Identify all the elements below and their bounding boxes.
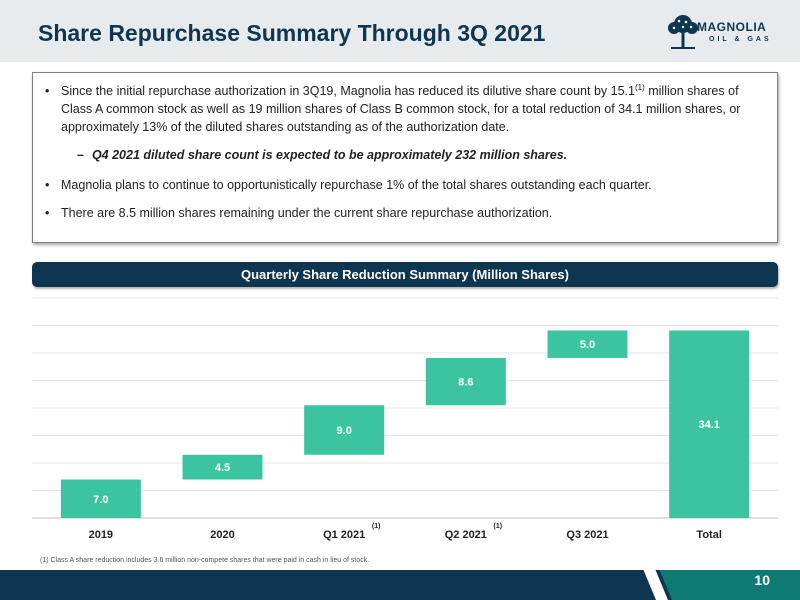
summary-box: • Since the initial repurchase authoriza… — [32, 72, 778, 243]
bullet-dot: • — [45, 206, 50, 220]
x-axis-tick-label: Q3 2021 — [566, 529, 608, 541]
bar-value-label: 5.0 — [580, 339, 595, 351]
magnolia-tree-icon — [668, 15, 698, 49]
bullet-text: Magnolia plans to continue to opportunis… — [61, 178, 652, 192]
x-axis-tick-label: Total — [696, 529, 721, 541]
bar-value-label: 34.1 — [698, 419, 719, 431]
x-axis-tick-label: Q1 2021 — [323, 529, 365, 541]
chart-bar — [425, 357, 506, 406]
title-bar — [0, 0, 800, 62]
chart-bar — [60, 479, 141, 518]
x-axis-tick-label: 2019 — [89, 529, 113, 541]
page-title: Share Repurchase Summary Through 3Q 2021 — [38, 20, 546, 46]
footer-accent-stripe — [643, 570, 800, 600]
bar-value-label: 9.0 — [337, 425, 352, 437]
footnote: (1) Class A share reduction includes 3.6… — [40, 557, 370, 564]
bar-value-label: 8.6 — [458, 377, 473, 389]
x-axis-tick-label: 2020 — [210, 529, 234, 541]
bullet1-text-a: Since the initial repurchase authorizati… — [61, 84, 635, 98]
bullet-dot: • — [45, 84, 50, 98]
x-axis-tick-label: Q2 2021 — [445, 529, 487, 541]
bar-value-label: 7.0 — [93, 494, 108, 506]
chart-bar — [182, 454, 263, 480]
chart-title: Quarterly Share Reduction Summary (Milli… — [32, 262, 778, 287]
bar-value-label: 4.5 — [215, 462, 230, 474]
dash-marker: – — [77, 148, 84, 162]
x-axis-footnote-ref: (1) — [494, 523, 503, 530]
page-number: 10 — [754, 572, 770, 588]
logo-wordmark: MAGNOLIA — [697, 20, 767, 34]
summary-sub-bullet: – Q4 2021 diluted share count is expected… — [77, 148, 567, 162]
bullet-dot: • — [45, 178, 50, 192]
waterfall-chart: 7.0 2019 4.5 2020 9.0 Q1 2021 (1) 8.6 Q2 2021 (1)… — [32, 297, 778, 541]
x-axis-footnote-ref: (1) — [372, 523, 381, 530]
footnote-ref: (1) — [634, 82, 645, 92]
footer-bar — [0, 570, 800, 600]
bullet-text: Since the initial repurchase authorizati… — [61, 82, 765, 136]
logo-subtitle: OIL & GAS — [709, 36, 772, 43]
bullet1-text-b: million shares of Class A common stock a… — [61, 84, 741, 134]
chart-bar — [304, 405, 385, 455]
chart-bar — [669, 330, 750, 518]
bullet-text: There are 8.5 million shares remaining u… — [61, 206, 553, 220]
sub-bullet-text: Q4 2021 diluted share count is expected … — [91, 148, 568, 162]
company-logo: MAGNOLIA OIL & GAS — [665, 10, 777, 54]
chart-bar — [547, 330, 628, 358]
